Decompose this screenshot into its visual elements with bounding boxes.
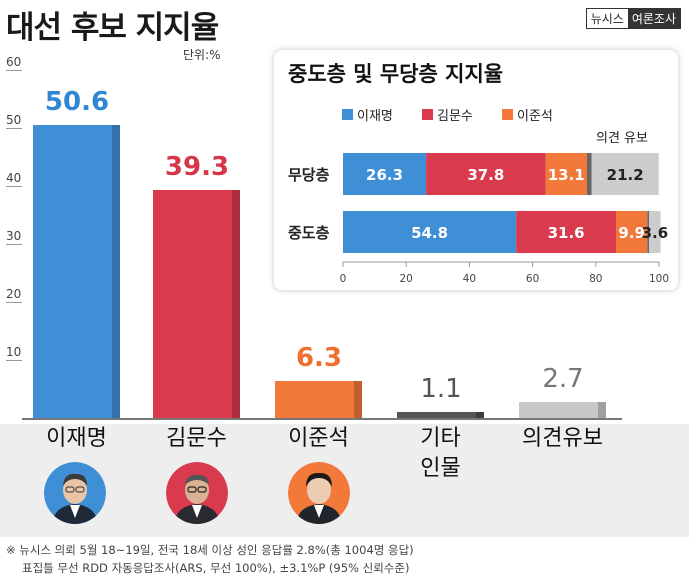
bar-value-label: 6.3 (295, 343, 343, 374)
bar-value-label: 50.6 (44, 86, 110, 117)
segment-value-label: 54.8 (411, 224, 448, 242)
category-label-line: 인물 (420, 456, 461, 481)
newsis-poll-logo: 뉴시스 여론조사 (585, 8, 681, 29)
chart-title: 대선 후보 지지율 (6, 10, 219, 46)
legend-label: 이재명 (357, 109, 393, 124)
bar-value-label: 1.1 (420, 373, 462, 404)
category-label-line: 김문수 (166, 426, 227, 451)
stacked-segment (516, 211, 617, 253)
segment-value-label: 13.1 (548, 166, 585, 184)
category-label: 이준석 (264, 424, 374, 454)
stacked-segment (647, 211, 650, 253)
legend-label: 김문수 (437, 109, 473, 124)
x-tick-label: 0 (340, 273, 347, 285)
logo-newsis-text: 뉴시스 (586, 9, 628, 28)
y-tick-line (6, 302, 22, 303)
legend-swatch-red (422, 109, 433, 120)
category-label: 이재명 (22, 424, 132, 454)
category-label-line: 이준석 (288, 426, 349, 451)
stacked-segment (586, 153, 592, 195)
segment-value-label: 9.9 (618, 224, 645, 242)
y-tick-line (6, 360, 22, 361)
footnote-line-1: ※ 뉴시스 의뢰 5월 18~19일, 전국 18세 이상 성인 응답률 2.8… (6, 543, 414, 557)
bar (33, 124, 120, 418)
bar (519, 402, 606, 418)
x-axis-line (22, 418, 622, 420)
segment-value-label: 3.6 (642, 224, 669, 242)
segment-value-label: 21.2 (607, 166, 644, 184)
category-label-line: 의견유보 (522, 426, 603, 451)
category-label-line: 기타 (420, 426, 461, 451)
legend-item-kim-moonsoo: 김문수 (422, 105, 473, 124)
y-tick-line (6, 70, 22, 71)
legend-swatch-blue (342, 109, 353, 120)
legend-swatch-orange (502, 109, 513, 120)
y-tick-line (6, 244, 22, 245)
stacked-segment (616, 211, 648, 253)
x-tick-label: 20 (400, 273, 413, 285)
logo-poll-text: 여론조사 (627, 9, 680, 28)
x-tick-label: 80 (589, 273, 602, 285)
y-tick-label: 60 (6, 55, 22, 69)
legend-item-lee-jaemyung: 이재명 (342, 105, 393, 124)
legend-item-lee-junseok: 이준석 (502, 105, 553, 124)
unit-label: 단위:% (183, 48, 221, 62)
stacked-segment (591, 153, 659, 195)
undecided-header-label: 의견 유보 (596, 131, 648, 146)
row-label: 중도층 (288, 224, 330, 242)
stacked-segment (545, 153, 587, 195)
stacked-bar-svg: 26.3 37.8 13.1 21.2 54.8 31.6 9.93.6 0 20 40 60 80 1… (340, 153, 669, 285)
x-tick-label: 40 (463, 273, 476, 285)
avatar-kim-moonsoo (166, 462, 228, 524)
category-label-line: 이재명 (46, 426, 107, 451)
y-tick-label: 50 (6, 113, 22, 127)
category-label: 김문수 (142, 424, 252, 454)
x-tick-label: 100 (649, 273, 669, 285)
bar (275, 381, 362, 418)
segment-value-label: 37.8 (467, 166, 504, 184)
stacked-segment (343, 153, 427, 195)
y-tick-line (6, 128, 22, 129)
avatar-lee-junseok (288, 462, 350, 524)
x-tick-label: 60 (526, 273, 539, 285)
inset-title: 중도층 및 무당층 지지율 (288, 62, 504, 86)
stacked-segment (649, 211, 661, 253)
avatar-lee-jaemyung (44, 462, 106, 524)
segment-value-label: 31.6 (548, 224, 585, 242)
bar (397, 411, 484, 418)
segment-value-label: 26.3 (366, 166, 403, 184)
y-tick-line (6, 186, 22, 187)
bar (153, 190, 240, 418)
legend-label: 이준석 (517, 109, 553, 124)
inset-panel: 중도층 및 무당층 지지율 이재명 김문수 이준석 의견 유보 26.3 37.8… (274, 50, 678, 290)
y-tick-label: 10 (6, 345, 22, 359)
stacked-segment (343, 211, 517, 253)
y-tick-label: 40 (6, 171, 22, 185)
bar-value-label: 39.3 (164, 152, 230, 183)
footnote-line-2: 표집틀 무선 RDD 자동응답조사(ARS, 무선 100%), ±3.1%P … (22, 561, 410, 575)
category-label: 의견유보 (508, 424, 618, 454)
row-label: 무당층 (288, 166, 330, 184)
bar-value-label: 2.7 (542, 364, 584, 395)
y-tick-label: 30 (6, 229, 22, 243)
stacked-segment (426, 153, 546, 195)
y-tick-label: 20 (6, 287, 22, 301)
